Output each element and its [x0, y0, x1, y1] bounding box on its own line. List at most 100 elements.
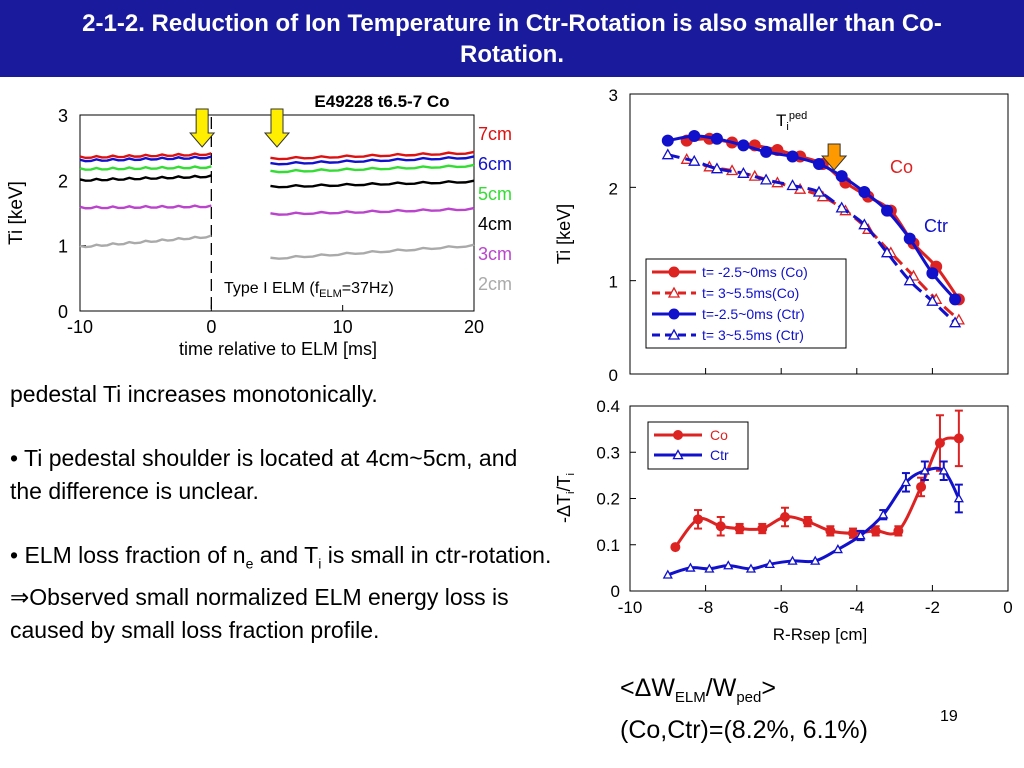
legend-label: t= -2.5~0ms (Co)	[702, 264, 808, 280]
data-point	[693, 514, 704, 525]
legend-label-6cm: 6cm	[478, 154, 512, 174]
data-point	[900, 476, 912, 487]
data-point	[953, 433, 964, 444]
x-tick-label: 20	[464, 317, 484, 337]
legend-label-5cm: 5cm	[478, 184, 512, 204]
chart-ti-time-ylabel: Ti [keV]	[6, 181, 27, 245]
summary-values: (Co,Ctr)=(8.2%, 6.1%)	[620, 716, 868, 744]
chart-dti-profile-ylabel: -ΔTi/Ti	[554, 473, 577, 523]
page-number: 19	[940, 708, 958, 725]
chart-dti-profile-legend: Co Ctr	[647, 421, 749, 470]
chart-dti-profile: -10 -8 -6 -4 -2 0 0 0.1 0.2 0.3 0.4 -ΔTi/Ti R-Rsep…	[554, 397, 1013, 644]
x-tick-label: -8	[698, 598, 713, 617]
data-point	[661, 134, 674, 147]
y-tick-label: 0.3	[596, 443, 620, 462]
y-tick-label: 1	[609, 273, 618, 292]
data-point	[757, 523, 768, 534]
x-tick-label: -10	[67, 317, 93, 337]
data-point	[802, 516, 813, 527]
legend-marker	[668, 266, 680, 278]
data-point	[759, 173, 773, 185]
series-line-7cm	[270, 150, 475, 161]
series-line-4cm	[270, 179, 475, 189]
data-point	[812, 185, 826, 197]
data-point	[670, 542, 681, 553]
data-point	[662, 569, 673, 579]
y-tick-label: 3	[58, 106, 68, 126]
x-tick-label: 0	[206, 317, 216, 337]
x-tick-label: 0	[1003, 598, 1012, 617]
legend-label-7cm: 7cm	[478, 124, 512, 144]
legend-label: t=-2.5~0ms (Ctr)	[702, 306, 805, 322]
data-point	[881, 204, 894, 217]
series-line-7cm	[79, 152, 212, 160]
summary-ratio: <ΔWELM/Wped>	[620, 674, 776, 706]
data-point	[870, 525, 881, 536]
data-point	[786, 179, 799, 191]
data-point	[715, 521, 726, 532]
implies-icon: ⇒	[10, 583, 30, 610]
x-tick-label: -10	[618, 598, 643, 617]
data-point	[953, 493, 964, 503]
chart-ti-profile-co-label: Co	[890, 157, 913, 177]
data-point	[710, 162, 724, 174]
data-point	[760, 145, 773, 158]
slide-title: 2-1-2. Reduction of Ion Temperature in C…	[82, 9, 942, 68]
y-tick-label: 0.2	[596, 490, 620, 509]
legend-marker	[672, 449, 684, 460]
data-point	[835, 170, 848, 183]
y-tick-label: 3	[609, 86, 618, 105]
legend-label: Ctr	[710, 447, 729, 463]
y-tick-label: 0	[611, 582, 620, 601]
chart-ti-profile-ctr-label: Ctr	[924, 216, 948, 236]
chart-ti-time: E49228 t6.5-7 Co -10 0 10 2001237cm6cm5cm4c…	[6, 92, 512, 359]
data-point	[688, 154, 701, 166]
data-point	[948, 316, 962, 328]
series-line-6cm	[270, 155, 475, 166]
elm-arrow-icon	[189, 108, 216, 148]
x-tick-label: -4	[849, 598, 864, 617]
data-point	[903, 274, 916, 286]
legend-label-3cm: 3cm	[478, 244, 512, 264]
series-line-3cm	[270, 206, 475, 216]
data-point	[745, 563, 757, 573]
series-line-6cm	[79, 155, 212, 163]
legend-label: t= 3~5.5ms(Co)	[702, 285, 799, 301]
data-point	[810, 555, 821, 565]
data-point	[916, 481, 927, 492]
data-point	[858, 218, 871, 230]
y-tick-label: 0.1	[596, 536, 620, 555]
data-point	[710, 132, 723, 145]
chart-ti-profile-legend: t= -2.5~0ms (Co) t= 3~5.5ms(Co) t=-2.5~0ms…	[645, 258, 847, 349]
data-point	[704, 563, 715, 573]
series-line-5cm	[270, 163, 475, 174]
chart-ti-profile-frame	[629, 93, 1009, 375]
legend-label-4cm: 4cm	[478, 214, 512, 234]
chart-ti-profile-tped-label: Tiped	[776, 110, 807, 133]
data-point	[825, 525, 836, 536]
x-tick-label: -2	[925, 598, 940, 617]
body-line-pedestal: pedestal Ti increases monotonically.	[10, 381, 378, 407]
y-tick-label: 0	[58, 302, 68, 322]
data-point	[723, 560, 734, 570]
data-point	[934, 438, 945, 448]
series-line-4cm	[79, 174, 212, 182]
bullet-elm-loss: • ELM loss fraction of ne and Ti is smal…	[10, 542, 552, 572]
data-point	[938, 465, 949, 475]
data-point	[787, 555, 798, 565]
chart-dti-profile-xlabel: R-Rsep [cm]	[773, 625, 867, 644]
legend-marker	[667, 328, 681, 340]
data-point	[926, 267, 939, 280]
data-point	[949, 293, 962, 306]
summary-box: <ΔWELM/Wped> (Co,Ctr)=(8.2%, 6.1%)	[620, 672, 868, 746]
data-point	[919, 465, 930, 475]
bullet-shoulder: • Ti pedestal shoulder is located at 4cm…	[10, 445, 518, 504]
data-point	[855, 530, 866, 540]
y-tick-label: 0	[609, 366, 618, 382]
series-line-2cm	[79, 234, 212, 249]
data-point	[737, 139, 750, 152]
data-point	[688, 130, 701, 142]
chart-ti-time-xlabel: time relative to ELM [ms]	[179, 339, 377, 359]
legend-marker	[667, 286, 681, 298]
data-point	[858, 186, 871, 198]
